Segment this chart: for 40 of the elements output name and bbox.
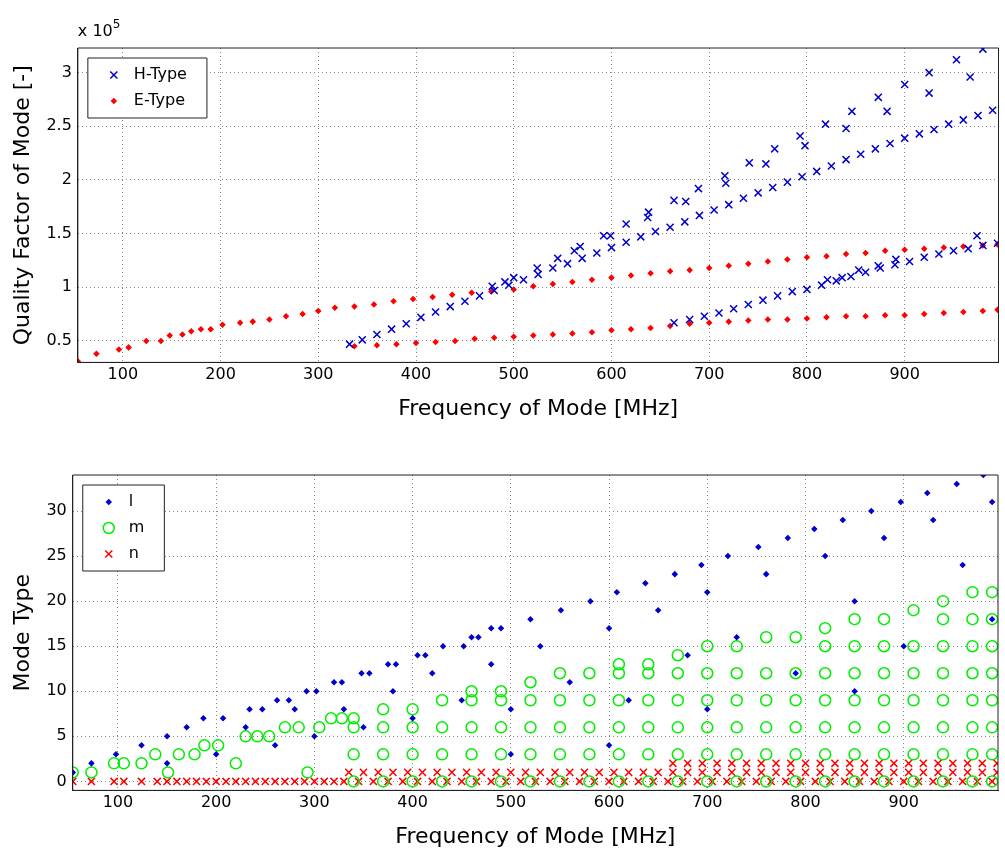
x-axis-title: Frequency of Mode [MHz] [398, 394, 679, 420]
y-tick-label: 2.5 [46, 115, 72, 135]
x-tick-label: 200 [205, 364, 236, 384]
legend-label: E-Type [133, 90, 186, 110]
y-tick-label: 5 [56, 725, 67, 745]
y-tick-label: 30 [46, 500, 67, 520]
x-tick-label: 600 [596, 364, 627, 384]
x-tick-label: 900 [889, 364, 920, 384]
x-tick-label: 300 [299, 792, 330, 812]
x-tick-label: 200 [200, 792, 232, 812]
y-tick-label: 10 [46, 680, 67, 700]
x-tick-label: 700 [691, 792, 723, 812]
y-tick-label: 25 [46, 545, 67, 565]
x-tick-label: 700 [693, 364, 725, 384]
x-tick-label: 900 [888, 792, 919, 812]
x-tick-label: 400 [400, 364, 432, 384]
x-tick-label: 500 [498, 364, 530, 384]
y-tick-label: 20 [46, 590, 67, 610]
y-tick-label: 3 [61, 61, 72, 81]
y-tick-label: 2 [61, 169, 72, 189]
y-axis-title: Quality Factor of Mode [-] [8, 65, 34, 346]
legend-label: H-Type [133, 64, 187, 84]
x-tick-label: 800 [791, 364, 823, 384]
x-tick-label: 300 [303, 364, 334, 384]
legend-label: m [128, 517, 145, 537]
x-tick-label: 400 [397, 792, 428, 812]
x-tick-label: 800 [790, 792, 821, 812]
y-tick-label: 1 [61, 276, 72, 296]
legend-label: n [128, 543, 139, 563]
x-tick-label: 100 [107, 364, 139, 384]
x-tick-label: 600 [593, 792, 625, 812]
x-axis-title: Frequency of Mode [MHz] [395, 822, 676, 848]
y-tick-label: 15 [46, 635, 67, 655]
y-tick-label: 0.5 [46, 330, 72, 350]
legend-label: l [128, 491, 134, 511]
x-tick-label: 500 [495, 792, 527, 812]
y-axis-title: Mode Type [8, 573, 34, 692]
x-tick-label: 100 [102, 792, 134, 812]
y-tick-label: 0 [56, 770, 67, 790]
y-tick-label: 1.5 [46, 222, 72, 242]
